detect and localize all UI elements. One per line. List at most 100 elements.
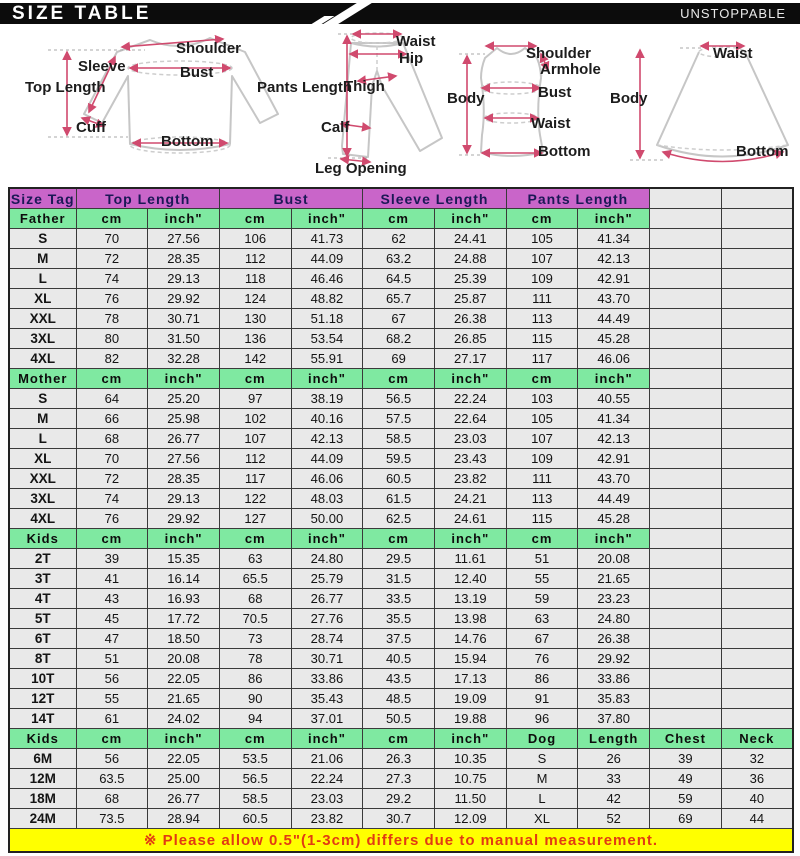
unit-header-cell: cm bbox=[75, 208, 149, 229]
value-cell: 80 bbox=[75, 328, 149, 349]
value-cell: 31.50 bbox=[147, 328, 220, 349]
value-cell: 16.14 bbox=[147, 568, 220, 589]
blank-cell bbox=[649, 228, 722, 249]
value-cell: 19.88 bbox=[433, 708, 507, 729]
value-cell: 44.09 bbox=[290, 448, 364, 469]
value-cell: 12.40 bbox=[433, 568, 507, 589]
table-row: XL 70 27.56 112 44.09 59.5 23.43 109 42.91 bbox=[8, 448, 794, 469]
value-cell: 30.71 bbox=[147, 308, 220, 329]
table-row: XXL 78 30.71 130 51.18 67 26.38 113 44.49 bbox=[8, 308, 794, 329]
value-cell: 109 bbox=[505, 448, 579, 469]
value-cell: 35.5 bbox=[362, 608, 435, 629]
blank-cell bbox=[720, 668, 794, 689]
unit-header-cell: inch" bbox=[433, 368, 507, 389]
value-cell: 27.56 bbox=[147, 228, 220, 249]
value-cell: 41 bbox=[75, 568, 149, 589]
value-cell: 61 bbox=[75, 708, 149, 729]
blank-cell bbox=[720, 228, 794, 249]
value-cell: 49 bbox=[649, 768, 722, 789]
value-cell: 72 bbox=[75, 468, 149, 489]
unit-header-cell: Chest bbox=[649, 728, 722, 749]
value-cell: 30.7 bbox=[362, 808, 435, 829]
table-row: 3XL 74 29.13 122 48.03 61.5 24.21 113 44.49 bbox=[8, 488, 794, 509]
value-cell: 69 bbox=[362, 348, 435, 369]
value-cell: 111 bbox=[505, 468, 579, 489]
value-cell: 58.5 bbox=[362, 428, 435, 449]
value-cell: 142 bbox=[218, 348, 292, 369]
unit-header-cell: inch" bbox=[147, 368, 220, 389]
value-cell: 43.70 bbox=[577, 468, 651, 489]
diagram-label: Body bbox=[610, 90, 648, 107]
value-cell: 61.5 bbox=[362, 488, 435, 509]
blank-cell bbox=[720, 488, 794, 509]
blank-cell bbox=[649, 428, 722, 449]
value-cell: 44.49 bbox=[577, 308, 651, 329]
value-cell: 115 bbox=[505, 328, 579, 349]
value-cell: 56 bbox=[75, 748, 149, 769]
blank-cell bbox=[649, 608, 722, 629]
value-cell: 10.75 bbox=[433, 768, 507, 789]
diagram-label: Bottom bbox=[538, 143, 591, 160]
value-cell: 52 bbox=[577, 808, 651, 829]
value-cell: 33.86 bbox=[290, 668, 364, 689]
unit-header-cell: cm bbox=[75, 368, 149, 389]
value-cell: 24.61 bbox=[433, 508, 507, 529]
value-cell: 37.01 bbox=[290, 708, 364, 729]
value-cell: 59 bbox=[649, 788, 722, 809]
unit-header-cell: inch" bbox=[577, 208, 651, 229]
blank-cell bbox=[649, 468, 722, 489]
table-row: M 66 25.98 102 40.16 57.5 22.64 105 41.34 bbox=[8, 408, 794, 429]
skirt-diagram bbox=[630, 41, 789, 163]
skirt-measure-arrows bbox=[635, 41, 785, 163]
value-cell: 53.54 bbox=[290, 328, 364, 349]
value-cell: 26.38 bbox=[433, 308, 507, 329]
diagram-label: Shoulder bbox=[176, 40, 242, 57]
value-cell: 78 bbox=[75, 308, 149, 329]
value-cell: 65.5 bbox=[218, 568, 292, 589]
value-cell: 25.79 bbox=[290, 568, 364, 589]
value-cell: 42 bbox=[577, 788, 651, 809]
value-cell: 24.02 bbox=[147, 708, 220, 729]
value-cell: 62.5 bbox=[362, 508, 435, 529]
value-cell: 46.46 bbox=[290, 268, 364, 289]
value-cell: 47 bbox=[75, 628, 149, 649]
value-cell: 17.13 bbox=[433, 668, 507, 689]
value-cell: 43.70 bbox=[577, 288, 651, 309]
blank-cell bbox=[720, 708, 794, 729]
value-cell: 28.35 bbox=[147, 248, 220, 269]
value-cell: 39 bbox=[75, 548, 149, 569]
size-tag-cell: XL bbox=[8, 288, 77, 309]
value-cell: 111 bbox=[505, 288, 579, 309]
banner: SIZE TABLE UNSTOPPABLE bbox=[0, 3, 800, 24]
value-cell: 70 bbox=[75, 448, 149, 469]
value-cell: 102 bbox=[218, 408, 292, 429]
blank-cell bbox=[720, 388, 794, 409]
value-cell: 27.56 bbox=[147, 448, 220, 469]
bottom-strip-decoration bbox=[0, 856, 800, 859]
value-cell: 63.5 bbox=[75, 768, 149, 789]
value-cell: 42.13 bbox=[577, 248, 651, 269]
section-label: Kids bbox=[8, 528, 77, 549]
diagram-label: Waist bbox=[713, 45, 753, 62]
value-cell: 28.94 bbox=[147, 808, 220, 829]
blank-cell bbox=[649, 308, 722, 329]
diagram-label: Bottom bbox=[736, 143, 789, 160]
value-cell: 50.00 bbox=[290, 508, 364, 529]
value-cell: 29.92 bbox=[577, 648, 651, 669]
blank-cell bbox=[649, 708, 722, 729]
value-cell: 130 bbox=[218, 308, 292, 329]
value-cell: 105 bbox=[505, 408, 579, 429]
value-cell: 21.65 bbox=[577, 568, 651, 589]
blank-cell bbox=[649, 668, 722, 689]
value-cell: 22.24 bbox=[433, 388, 507, 409]
value-cell: 40.5 bbox=[362, 648, 435, 669]
diagram-label: Top Length bbox=[25, 79, 106, 96]
value-cell: 23.82 bbox=[433, 468, 507, 489]
value-cell: 41.73 bbox=[290, 228, 364, 249]
value-cell: 74 bbox=[75, 268, 149, 289]
table-row: 4XL 82 32.28 142 55.91 69 27.17 117 46.06 bbox=[8, 348, 794, 369]
value-cell: 53.5 bbox=[218, 748, 292, 769]
value-cell: 73.5 bbox=[75, 808, 149, 829]
blank-cell bbox=[649, 348, 722, 369]
table-row: 18M 68 26.77 58.5 23.03 29.2 11.50 L 42 59 40 bbox=[8, 788, 794, 809]
